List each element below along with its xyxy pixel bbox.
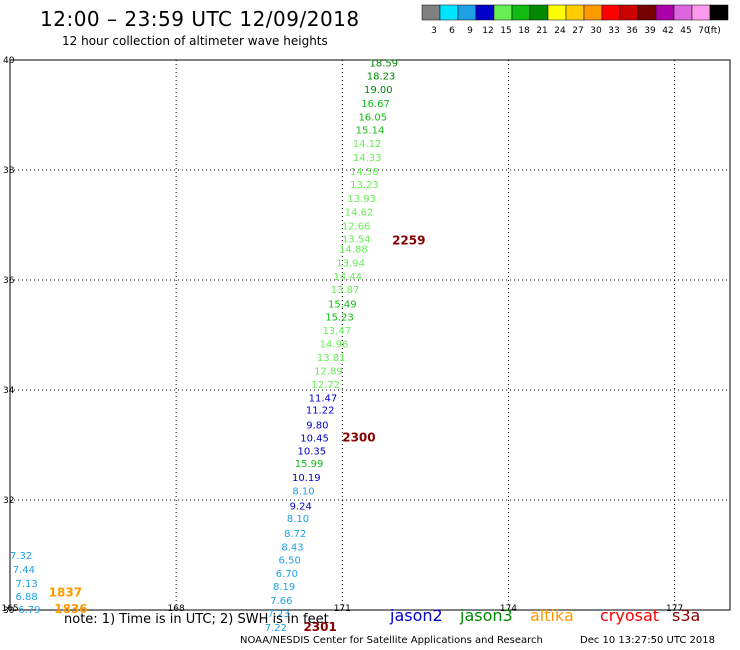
colorbar-tick-label: 42 [662, 26, 673, 36]
wave-height-label: 14.44 [334, 272, 363, 283]
y-tick-label: 38 [3, 166, 15, 176]
wave-height-label: 9.24 [290, 501, 312, 512]
colorbar-tick-label: 39 [644, 26, 656, 36]
wave-height-label: 19.00 [364, 85, 393, 96]
wave-height-label: 13.54 [342, 235, 371, 246]
wave-height-label: 14.12 [353, 139, 382, 150]
wave-height-label: 10.35 [298, 446, 327, 457]
wave-height-label: 15.99 [295, 459, 324, 470]
wave-height-label: 8.10 [292, 487, 314, 498]
pass-time-label: 1837 [49, 585, 82, 599]
wave-height-label: 8.72 [284, 529, 306, 540]
satellite-label-jason2: jason2 [390, 606, 443, 625]
wave-height-label: 15.49 [328, 300, 357, 311]
y-tick-label: 40 [3, 56, 15, 66]
footer-note: note: 1) Time is in UTC; 2) SWH is in fe… [64, 612, 329, 627]
wave-height-label: 11.22 [306, 406, 335, 417]
wave-height-label: 7.23 [267, 609, 289, 620]
wave-height-label: 14.62 [345, 208, 374, 219]
colorbar-swatch [709, 4, 729, 21]
pass-time-label: 2301 [303, 620, 336, 634]
credit-line: NOAA/NESDIS Center for Satellite Applica… [240, 635, 543, 646]
wave-height-label: 7.13 [15, 579, 37, 590]
generated-timestamp: Dec 10 13:27:50 UTC 2018 [580, 635, 715, 646]
colorbar-tick-label: 70 [698, 26, 710, 36]
page-title: 12:00 – 23:59 UTC 12/09/2018 [40, 7, 360, 31]
colorbar-tick-label: 45 [680, 26, 691, 36]
x-tick-label: 165 [1, 604, 18, 614]
wave-height-label: 7.22 [265, 623, 287, 634]
wave-height-label: 12.72 [311, 380, 340, 391]
wave-height-label: 7.32 [10, 551, 32, 562]
wave-height-label: 10.45 [300, 434, 329, 445]
wave-height-label: 13.81 [317, 353, 346, 364]
colorbar-tick-label: 15 [500, 26, 511, 36]
colorbar-tick-label: 3 [431, 26, 437, 36]
page-subtitle: 12 hour collection of altimeter wave hei… [62, 34, 328, 48]
x-tick-label: 174 [500, 604, 517, 614]
colorbar-unit: (ft) [707, 26, 721, 36]
y-tick-label: 36 [3, 276, 15, 286]
colorbar-tick-label: 21 [536, 26, 547, 36]
colorbar-tick-label: 12 [482, 26, 493, 36]
wave-height-label: 14.88 [339, 245, 368, 256]
pass-time-label: 2259 [392, 233, 425, 247]
colorbar-tick-label: 33 [608, 26, 619, 36]
wave-height-label: 6.88 [15, 592, 37, 603]
wave-height-label: 8.10 [287, 514, 309, 525]
pass-time-label: 2300 [342, 431, 375, 445]
wave-height-label: 12.66 [342, 221, 371, 232]
wave-height-label: 16.67 [361, 99, 390, 110]
color-legend: 3 6 9 12 15 18 21 24 27 30 33 36 39 42 45 70(ft) [421, 4, 729, 36]
colorbar-tick-label: 36 [626, 26, 638, 36]
wave-height-label: 6.50 [279, 555, 301, 566]
satellite-label-s3a: s3a [672, 606, 701, 625]
x-tick-label: 171 [334, 604, 351, 614]
wave-height-label: 7.44 [13, 565, 35, 576]
wave-height-label: 14.33 [353, 153, 382, 164]
colorbar-tick-label: 18 [518, 26, 530, 36]
wave-height-label: 13.23 [350, 180, 379, 191]
wave-height-label: 15.14 [356, 126, 385, 137]
wave-height-label: 13.47 [322, 326, 351, 337]
wave-height-label: 13.87 [331, 285, 360, 296]
satellite-label-altika: altika [530, 606, 574, 625]
wave-height-label: 12.89 [314, 367, 343, 378]
wave-height-label: 14.58 [350, 167, 379, 178]
colorbar-tick-label: 27 [572, 26, 583, 36]
wave-height-label: 16.05 [358, 113, 387, 124]
x-tick-label: 177 [666, 604, 683, 614]
y-tick-label: 32 [3, 496, 14, 506]
wave-height-label: 10.19 [292, 473, 321, 484]
colorbar-tick-label: 6 [449, 26, 455, 36]
wave-height-label: 6.70 [276, 569, 298, 580]
wave-height-label: 13.93 [347, 194, 376, 205]
wave-height-label: 7.66 [270, 596, 292, 607]
wave-height-label: 18.23 [367, 71, 396, 82]
y-tick-label: 34 [3, 386, 15, 396]
colorbar-tick-label: 30 [590, 26, 602, 36]
colorbar-tick-label: 9 [467, 26, 473, 36]
wave-height-label: 8.19 [273, 582, 295, 593]
wave-height-label: 13.94 [336, 258, 365, 269]
satellite-label-cryosat: cryosat [600, 606, 660, 625]
wave-height-label: 6.79 [18, 605, 40, 616]
wave-height-label: 11.47 [309, 394, 338, 405]
colorbar-tick-label: 24 [554, 26, 566, 36]
wave-height-label: 9.80 [306, 421, 328, 432]
satellite-label-jason3: jason3 [460, 606, 513, 625]
wave-height-label: 14.96 [320, 340, 349, 351]
wave-height-label: 8.43 [281, 543, 303, 554]
pass-time-label: 1836 [54, 602, 87, 616]
wave-height-label: 18.59 [370, 59, 399, 70]
y-tick-label: 30 [3, 606, 15, 616]
x-tick-label: 168 [168, 604, 185, 614]
wave-height-label: 15.23 [325, 313, 354, 324]
